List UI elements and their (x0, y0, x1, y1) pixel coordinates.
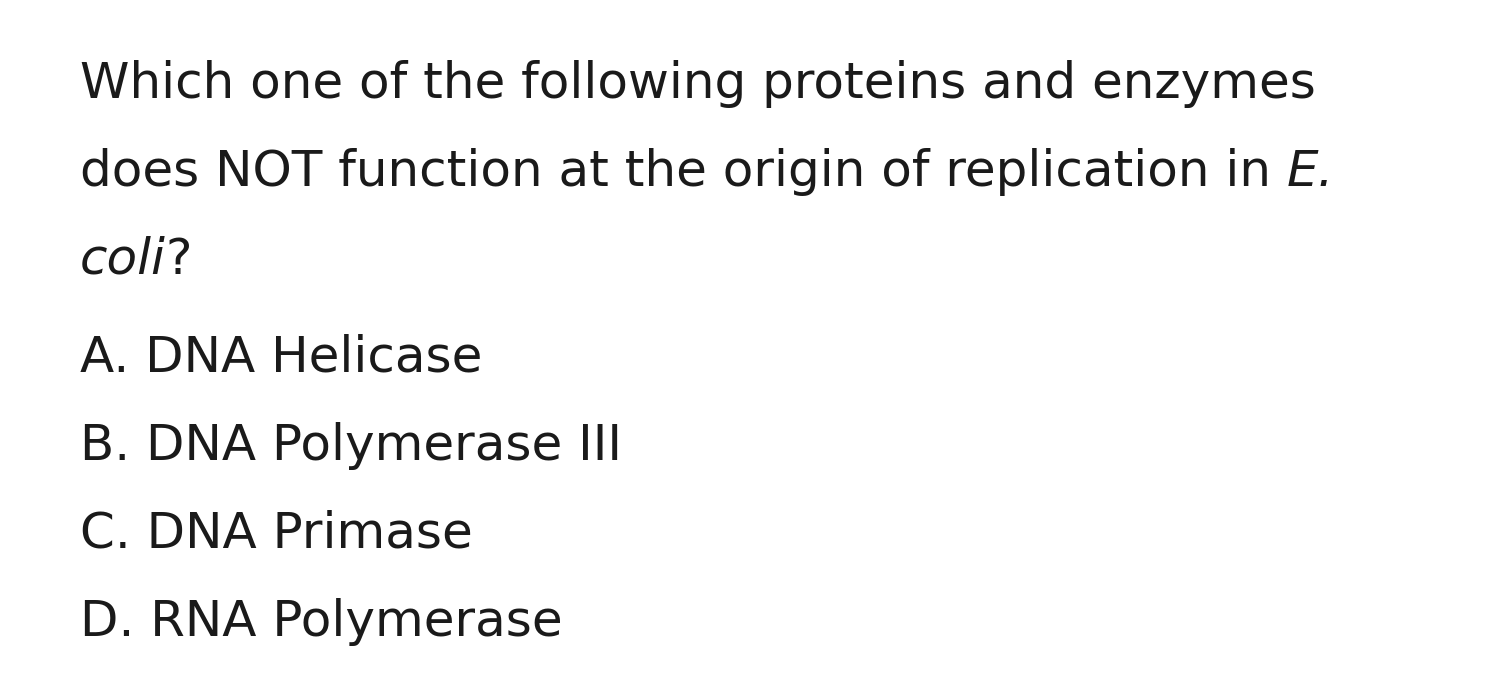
Text: A. DNA Helicase: A. DNA Helicase (80, 334, 483, 382)
Text: E.: E. (1287, 148, 1335, 196)
Text: ?: ? (166, 236, 192, 284)
Text: coli: coli (80, 236, 166, 284)
Text: does NOT function at the origin of replication in: does NOT function at the origin of repli… (80, 148, 1287, 196)
Text: D. RNA Polymerase: D. RNA Polymerase (80, 598, 562, 646)
Text: B. DNA Polymerase III: B. DNA Polymerase III (80, 422, 622, 470)
Text: C. DNA Primase: C. DNA Primase (80, 510, 472, 558)
Text: Which one of the following proteins and enzymes: Which one of the following proteins and … (80, 60, 1316, 108)
